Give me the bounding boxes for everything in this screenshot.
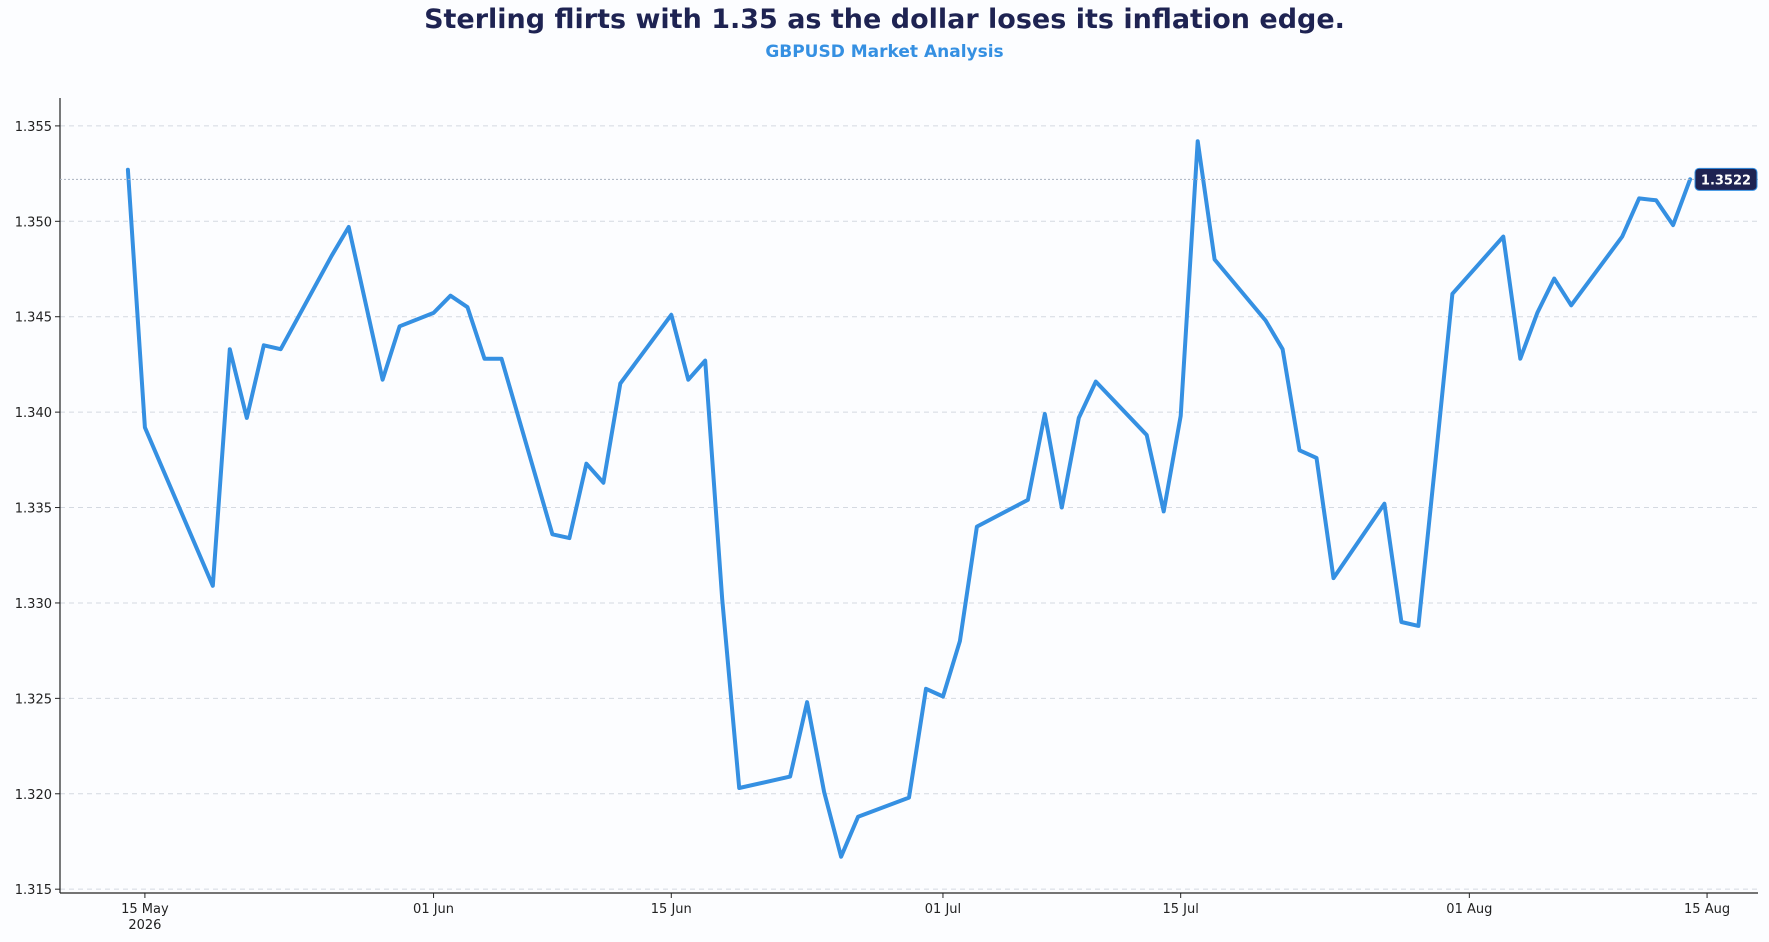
y-tick-label: 1.315 bbox=[15, 883, 52, 898]
y-axis-ticks: 1.315 1.320 1.325 1.330 1.335 1.340 1.345 1.350… bbox=[15, 120, 60, 898]
y-tick-label: 1.340 bbox=[15, 406, 52, 421]
y-tick-label: 1.345 bbox=[15, 311, 52, 326]
x-tick-label: 15 Jul bbox=[1163, 902, 1199, 917]
x-tick-label: 15 Aug bbox=[1684, 902, 1730, 917]
last-value-badge-box bbox=[1694, 167, 1758, 191]
y-tick-label: 1.325 bbox=[15, 692, 52, 707]
chart-subtitle: GBPUSD Market Analysis bbox=[765, 42, 1004, 62]
axes bbox=[59, 98, 1758, 894]
x-tick-label: 01 Aug bbox=[1446, 902, 1492, 917]
x-tick-year-label: 2026 bbox=[128, 918, 161, 933]
y-tick-label: 1.330 bbox=[15, 597, 52, 612]
x-tick-label: 15 May bbox=[121, 902, 169, 917]
x-tick-label: 01 Jun bbox=[413, 902, 454, 917]
y-tick-label: 1.355 bbox=[15, 120, 52, 135]
x-tick-label: 15 Jun bbox=[651, 902, 692, 917]
series-layer bbox=[125, 139, 1693, 859]
last-value-label: 1.3522 bbox=[1701, 173, 1751, 188]
last-value-badge: 1.3522 bbox=[60, 167, 1758, 191]
x-tick-label: 01 Jul bbox=[925, 902, 961, 917]
series-line bbox=[125, 139, 1693, 859]
y-tick-label: 1.350 bbox=[15, 215, 52, 230]
grid-lines bbox=[60, 125, 1758, 890]
y-tick-label: 1.320 bbox=[15, 788, 52, 803]
y-tick-label: 1.335 bbox=[15, 502, 52, 517]
chart-title: Sterling flirts with 1.35 as the dollar … bbox=[424, 4, 1345, 35]
